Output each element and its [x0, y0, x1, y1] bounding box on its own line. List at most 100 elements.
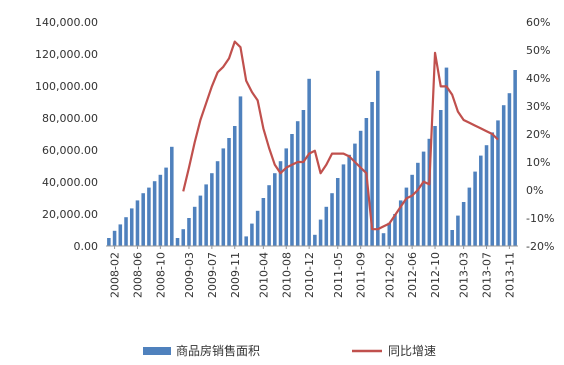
bar — [370, 102, 374, 246]
bar — [438, 110, 443, 246]
bar — [290, 134, 294, 246]
bar — [278, 161, 283, 246]
bar — [444, 67, 449, 246]
bar — [341, 164, 346, 246]
bar — [170, 146, 174, 246]
right-tick-label: -10% — [526, 212, 554, 225]
bar — [210, 173, 214, 246]
bar — [181, 229, 186, 246]
bar — [501, 105, 506, 246]
x-tick-label: 2010-12 — [303, 252, 316, 298]
x-tick-label: 2008-02 — [109, 252, 122, 298]
bar — [227, 138, 231, 246]
x-tick-label: 2009-07 — [206, 252, 219, 298]
legend-bar-swatch — [143, 347, 171, 355]
bar — [330, 193, 334, 246]
bar — [107, 238, 111, 246]
left-tick-label: 20,000.00 — [42, 208, 98, 221]
bar — [204, 184, 208, 246]
bar — [295, 121, 300, 246]
x-tick-label: 2013-11 — [503, 252, 516, 298]
bar — [221, 148, 226, 246]
bar — [164, 167, 168, 246]
bar — [129, 208, 134, 246]
bar — [450, 230, 454, 246]
left-tick-label: 80,000.00 — [42, 112, 98, 125]
bar — [496, 120, 500, 246]
x-tick-label: 2012-06 — [406, 252, 419, 298]
left-tick-label: 100,000.00 — [35, 80, 98, 93]
bar — [318, 219, 323, 246]
bar — [141, 193, 145, 246]
bar — [393, 214, 397, 246]
left-tick-label: 120,000.00 — [35, 48, 98, 61]
x-tick-label: 2008-10 — [154, 252, 167, 298]
bar — [112, 230, 117, 246]
x-tick-label: 2010-04 — [257, 252, 270, 298]
line-series — [182, 40, 499, 231]
bar — [387, 222, 392, 246]
right-tick-label: -20% — [526, 240, 554, 253]
bar — [479, 155, 483, 246]
bar — [250, 223, 254, 246]
x-tick-label: 2009-11 — [229, 252, 242, 298]
x-tick-label: 2012-10 — [429, 252, 442, 298]
bar — [301, 110, 306, 246]
bar — [238, 96, 243, 247]
legend-bar-label: 商品房销售面积 — [176, 343, 260, 358]
right-tick-label: 0% — [526, 184, 543, 197]
bar — [267, 185, 271, 246]
x-tick-label: 2008-06 — [131, 252, 144, 298]
right-axis-ticks: -20% -10% 0% 10% 20% 30% 40% 50% 60% — [526, 16, 554, 253]
bar — [353, 143, 357, 246]
legend: 商品房销售面积 同比增速 — [143, 343, 436, 358]
left-tick-label: 40,000.00 — [42, 176, 98, 189]
bar — [335, 178, 340, 246]
bar — [324, 206, 329, 246]
bar — [398, 200, 403, 246]
bar — [284, 148, 289, 246]
bar — [313, 234, 317, 246]
right-tick-label: 40% — [526, 72, 550, 85]
bar — [358, 130, 363, 246]
bar — [376, 70, 380, 246]
left-axis-ticks: 0.00 20,000.00 40,000.00 60,000.00 80,000.00… — [35, 16, 98, 253]
bar — [273, 173, 277, 246]
bar — [427, 138, 432, 246]
bar — [175, 238, 180, 246]
left-tick-label: 140,000.00 — [35, 16, 98, 29]
right-tick-label: 30% — [526, 100, 550, 113]
bar — [507, 93, 512, 246]
bar — [187, 218, 191, 246]
bar — [232, 126, 237, 246]
bar — [135, 200, 140, 246]
bar — [421, 151, 426, 246]
right-tick-label: 60% — [526, 16, 550, 29]
bar — [244, 236, 248, 246]
legend-line-label: 同比增速 — [388, 344, 436, 358]
bar — [152, 181, 157, 246]
bar — [456, 215, 460, 246]
bar — [347, 154, 351, 246]
right-tick-label: 50% — [526, 44, 550, 57]
left-tick-label: 0.00 — [74, 240, 99, 253]
bar — [255, 210, 260, 246]
bar — [484, 145, 489, 246]
bar — [307, 78, 311, 246]
bar — [410, 174, 414, 246]
x-tick-label: 2011-05 — [332, 252, 345, 298]
growth-rate-line — [182, 40, 499, 231]
bar — [381, 233, 386, 246]
bar — [158, 174, 163, 246]
bar — [513, 70, 517, 246]
x-tick-label: 2013-03 — [458, 252, 471, 298]
x-tick-label: 2009-03 — [183, 252, 196, 298]
right-tick-label: 20% — [526, 128, 550, 141]
bars-series — [107, 67, 517, 247]
x-tick-label: 2013-07 — [481, 252, 494, 298]
bar — [467, 187, 472, 246]
bar — [124, 217, 128, 246]
bar — [192, 206, 197, 246]
right-tick-label: 10% — [526, 156, 550, 169]
